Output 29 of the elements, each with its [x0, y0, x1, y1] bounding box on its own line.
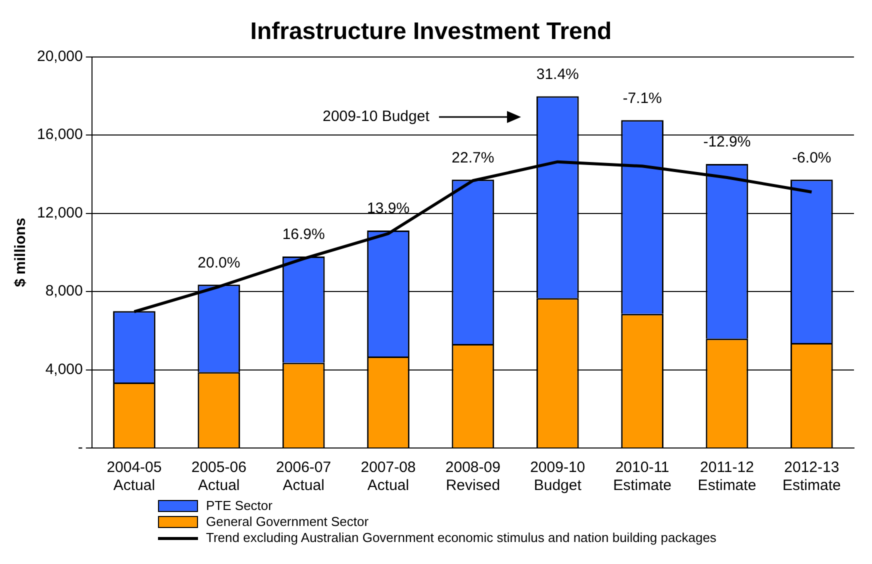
annotation: 13.9% — [366, 200, 410, 218]
x-tick-label: 2004-05 Actual — [106, 459, 162, 494]
chart-title: Infrastructure Investment Trend — [250, 18, 612, 46]
x-tick-label: 2005-06 Actual — [191, 459, 246, 494]
annotation: -12.9% — [703, 134, 751, 151]
annotation: -6.0% — [792, 149, 832, 166]
y-tick-label: 16,000 — [36, 126, 83, 144]
x-tick-label: 2007-08 Actual — [360, 459, 416, 494]
legend-label: Trend excluding Australian Government economic stimulus and nation building packages — [206, 530, 716, 546]
annotation: 2009-10 Budget — [322, 107, 430, 128]
legend-label: General Government Sector — [206, 514, 369, 530]
annotation: 22.7% — [452, 149, 494, 166]
x-tick-label: 2012-13 Estimate — [782, 459, 841, 494]
y-axis-title: $ millions — [12, 218, 30, 287]
y-tick-label: 4,000 — [45, 360, 83, 378]
y-tick-label: 8,000 — [45, 282, 83, 300]
x-tick-label: 2010-11 Estimate — [613, 459, 672, 494]
x-tick-label: 2006-07 Actual — [276, 459, 332, 494]
legend-label: PTE Sector — [206, 498, 272, 514]
annotation: 31.4% — [536, 66, 579, 83]
annotation: -7.1% — [622, 90, 662, 107]
x-tick-label: 2011-12 Estimate — [698, 459, 756, 494]
annotation: 16.9% — [282, 226, 325, 244]
y-tick-label: 12,000 — [36, 204, 83, 222]
annotation: 20.0% — [198, 254, 240, 272]
y-tick-label: 20,000 — [36, 48, 83, 65]
y-tick-label: - — [78, 439, 83, 456]
x-tick-label: 2008-09 Revised — [445, 459, 500, 494]
x-tick-label: 2009-10 Budget — [530, 459, 586, 494]
